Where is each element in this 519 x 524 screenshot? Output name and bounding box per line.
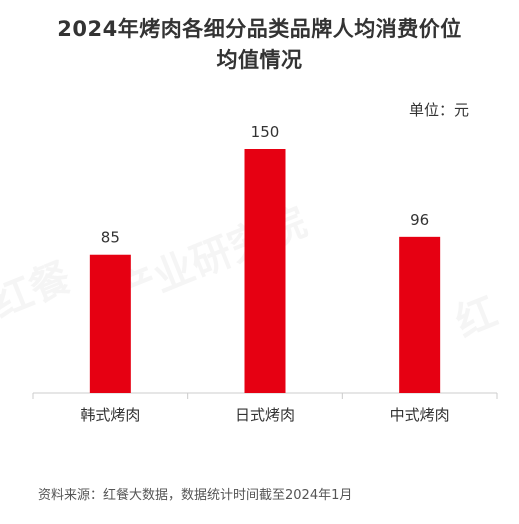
bar	[244, 149, 286, 393]
x-tick-label: 韩式烤肉	[80, 406, 140, 424]
source-note: 资料来源：红餐大数据，数据统计时间截至2024年1月	[38, 488, 353, 503]
bar-chart: 85 韩式烤肉 150 日式烤肉 96 中式烤肉	[32, 123, 498, 424]
chart-title-line-1: 2024年烤肉各细分品类品牌人均消费价位	[57, 17, 462, 41]
data-label: 96	[410, 211, 429, 229]
chart-title: 2024年烤肉各细分品类品牌人均消费价位 均值情况	[0, 14, 519, 76]
bar	[399, 236, 441, 393]
x-tick-label: 中式烤肉	[390, 406, 450, 424]
unit-label: 单位：元	[408, 101, 469, 119]
data-label: 150	[251, 123, 280, 141]
chart-title-line-2: 均值情况	[216, 48, 303, 72]
bar	[89, 254, 131, 393]
data-label: 85	[101, 229, 120, 247]
x-tick-label: 日式烤肉	[235, 406, 295, 424]
